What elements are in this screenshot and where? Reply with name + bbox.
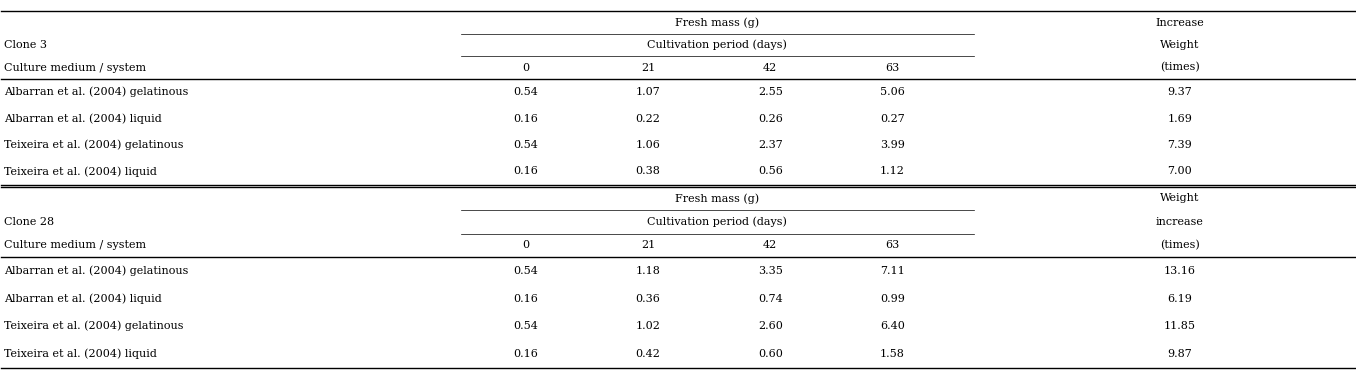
- Text: 63: 63: [885, 63, 899, 72]
- Text: Albarran et al. (2004) gelatinous: Albarran et al. (2004) gelatinous: [4, 266, 188, 276]
- Text: 0.27: 0.27: [880, 113, 904, 124]
- Text: 0.38: 0.38: [636, 167, 660, 176]
- Text: 63: 63: [885, 240, 899, 250]
- Text: 7.39: 7.39: [1168, 140, 1192, 150]
- Text: Fresh mass (g): Fresh mass (g): [675, 17, 759, 28]
- Text: (times): (times): [1159, 240, 1200, 250]
- Text: Teixeira et al. (2004) gelatinous: Teixeira et al. (2004) gelatinous: [4, 140, 183, 150]
- Text: 1.12: 1.12: [880, 167, 904, 176]
- Text: 21: 21: [641, 63, 655, 72]
- Text: 1.02: 1.02: [636, 321, 660, 331]
- Text: 0.16: 0.16: [514, 113, 538, 124]
- Text: Teixeira et al. (2004) liquid: Teixeira et al. (2004) liquid: [4, 348, 157, 359]
- Text: Albarran et al. (2004) liquid: Albarran et al. (2004) liquid: [4, 293, 161, 304]
- Text: 0.26: 0.26: [758, 113, 782, 124]
- Text: Increase: Increase: [1155, 18, 1204, 28]
- Text: 1.58: 1.58: [880, 349, 904, 359]
- Text: 0.54: 0.54: [514, 140, 538, 150]
- Text: 1.06: 1.06: [636, 140, 660, 150]
- Text: 0.54: 0.54: [514, 266, 538, 276]
- Text: Weight: Weight: [1159, 40, 1200, 50]
- Text: Culture medium / system: Culture medium / system: [4, 240, 146, 250]
- Text: 0: 0: [522, 63, 530, 72]
- Text: Clone 3: Clone 3: [4, 40, 47, 50]
- Text: 7.00: 7.00: [1168, 167, 1192, 176]
- Text: Teixeira et al. (2004) gelatinous: Teixeira et al. (2004) gelatinous: [4, 321, 183, 331]
- Text: 0.16: 0.16: [514, 294, 538, 303]
- Text: 0.54: 0.54: [514, 87, 538, 97]
- Text: Clone 28: Clone 28: [4, 217, 54, 227]
- Text: 0.74: 0.74: [758, 294, 782, 303]
- Text: (times): (times): [1159, 63, 1200, 73]
- Text: 5.06: 5.06: [880, 87, 904, 97]
- Text: 0.56: 0.56: [758, 167, 782, 176]
- Text: 0.42: 0.42: [636, 349, 660, 359]
- Text: 11.85: 11.85: [1163, 321, 1196, 331]
- Text: 3.99: 3.99: [880, 140, 904, 150]
- Text: Cultivation period (days): Cultivation period (days): [647, 40, 788, 51]
- Text: 0.22: 0.22: [636, 113, 660, 124]
- Text: 42: 42: [763, 240, 777, 250]
- Text: 2.60: 2.60: [758, 321, 782, 331]
- Text: 0.60: 0.60: [758, 349, 782, 359]
- Text: 0: 0: [522, 240, 530, 250]
- Text: 2.37: 2.37: [758, 140, 782, 150]
- Text: Albarran et al. (2004) liquid: Albarran et al. (2004) liquid: [4, 113, 161, 124]
- Text: 0.36: 0.36: [636, 294, 660, 303]
- Text: Fresh mass (g): Fresh mass (g): [675, 193, 759, 204]
- Text: 9.37: 9.37: [1168, 87, 1192, 97]
- Text: 2.55: 2.55: [758, 87, 782, 97]
- Text: Weight: Weight: [1159, 193, 1200, 203]
- Text: 1.69: 1.69: [1168, 113, 1192, 124]
- Text: 0.54: 0.54: [514, 321, 538, 331]
- Text: Teixeira et al. (2004) liquid: Teixeira et al. (2004) liquid: [4, 166, 157, 177]
- Text: 0.16: 0.16: [514, 167, 538, 176]
- Text: Cultivation period (days): Cultivation period (days): [647, 216, 788, 227]
- Text: Culture medium / system: Culture medium / system: [4, 63, 146, 72]
- Text: 3.35: 3.35: [758, 266, 782, 276]
- Text: Albarran et al. (2004) gelatinous: Albarran et al. (2004) gelatinous: [4, 87, 188, 97]
- Text: 7.11: 7.11: [880, 266, 904, 276]
- Text: 0.99: 0.99: [880, 294, 904, 303]
- Text: 1.07: 1.07: [636, 87, 660, 97]
- Text: 42: 42: [763, 63, 777, 72]
- Text: 0.16: 0.16: [514, 349, 538, 359]
- Text: increase: increase: [1155, 217, 1204, 227]
- Text: 13.16: 13.16: [1163, 266, 1196, 276]
- Text: 6.40: 6.40: [880, 321, 904, 331]
- Text: 1.18: 1.18: [636, 266, 660, 276]
- Text: 9.87: 9.87: [1168, 349, 1192, 359]
- Text: 6.19: 6.19: [1168, 294, 1192, 303]
- Text: 21: 21: [641, 240, 655, 250]
